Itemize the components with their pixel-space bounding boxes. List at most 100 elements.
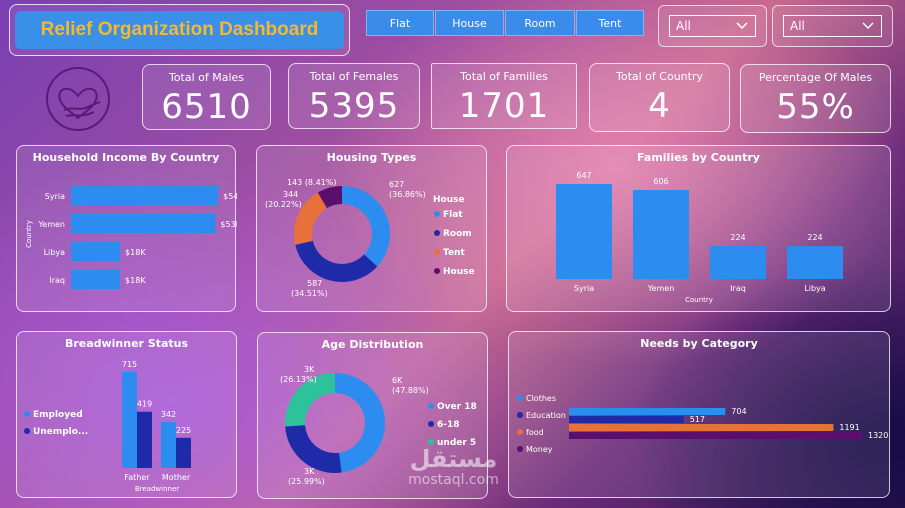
kpi-total-females: Total of Females 5395 bbox=[288, 63, 420, 129]
legend-label: Tent bbox=[443, 248, 465, 258]
legend-marker bbox=[428, 421, 434, 427]
legend-marker bbox=[434, 249, 440, 255]
tick-label: Mother bbox=[162, 473, 191, 482]
pie-slice bbox=[285, 425, 342, 473]
slicer-house-label: House bbox=[452, 16, 487, 30]
chart-title: Household Income By Country bbox=[32, 151, 220, 164]
tick-label: Iraq bbox=[730, 284, 746, 293]
axis-label: Country bbox=[25, 220, 33, 248]
data-label: $18K bbox=[125, 276, 146, 285]
legend-marker bbox=[434, 211, 440, 217]
axis-label: Country bbox=[685, 296, 713, 304]
dropdown-filter-1[interactable]: All bbox=[658, 5, 767, 47]
chevron-down-icon bbox=[862, 22, 874, 30]
bar bbox=[71, 214, 216, 233]
legend-label: Room bbox=[443, 229, 472, 239]
tick-label: Syria bbox=[45, 192, 65, 201]
kpi-value: 55% bbox=[776, 87, 855, 127]
data-label: 704 bbox=[731, 407, 746, 416]
data-label: 3K bbox=[304, 365, 315, 374]
slicer-room-label: Room bbox=[524, 16, 556, 30]
bar bbox=[122, 372, 137, 468]
data-label: (26.13%) bbox=[280, 375, 317, 384]
slicer-room[interactable]: Room bbox=[505, 10, 575, 36]
chart-title: Families by Country bbox=[637, 151, 760, 164]
panel-household-income: Household Income By Country Country Syria… bbox=[16, 145, 237, 312]
pie-slice bbox=[342, 186, 390, 267]
chart-title: Housing Types bbox=[326, 151, 417, 164]
legend-marker bbox=[428, 403, 434, 409]
data-label: 6K bbox=[392, 376, 403, 385]
kpi-total-males: Total of Males 6510 bbox=[142, 64, 271, 130]
tick-label: Yemen bbox=[647, 284, 675, 293]
bar bbox=[71, 270, 121, 289]
tick-label: Iraq bbox=[49, 276, 65, 285]
kpi-label: Percentage Of Males bbox=[758, 71, 873, 84]
legend-label: food bbox=[526, 428, 544, 437]
bar bbox=[71, 186, 219, 205]
data-label: 715 bbox=[122, 360, 137, 369]
housing-types-chart: 627(36.86%) 587(34.51%) 344(20.22%) 143 (8.… bbox=[265, 178, 475, 298]
kpi-percentage-males: Percentage Of Males 55% bbox=[740, 64, 891, 133]
slicer-tent[interactable]: Tent bbox=[576, 10, 644, 36]
age-distribution-chart: 6K(47.88%)3K(25.99%)3K(26.13%)Over 186-1… bbox=[280, 365, 477, 486]
legend-marker bbox=[517, 412, 523, 418]
slicer-house[interactable]: House bbox=[435, 10, 504, 36]
data-label: (47.88%) bbox=[392, 386, 429, 395]
legend-label: under 5 bbox=[437, 438, 476, 448]
chart-title: Needs by Category bbox=[640, 337, 758, 350]
kpi-value: 4 bbox=[648, 86, 671, 126]
chart-title: Age Distribution bbox=[321, 338, 424, 351]
bar bbox=[569, 416, 684, 423]
kpi-label: Total of Country bbox=[616, 70, 703, 83]
pie-slice bbox=[294, 192, 327, 245]
dropdown-value: All bbox=[790, 19, 805, 33]
tick-label: Libya bbox=[804, 284, 825, 293]
axis-label: Breadwinner bbox=[135, 485, 179, 493]
bar bbox=[569, 408, 726, 415]
slicer-flat[interactable]: Flat bbox=[366, 10, 434, 36]
dashboard-title: Relief Organization Dashboard bbox=[40, 19, 319, 40]
bar bbox=[569, 424, 834, 431]
tick-label: Libya bbox=[44, 248, 65, 257]
data-label: 3K bbox=[304, 467, 315, 476]
legend-label: Over 18 bbox=[437, 402, 477, 412]
data-label: 224 bbox=[807, 233, 822, 242]
legend-title: House bbox=[433, 195, 465, 205]
legend-label: House bbox=[443, 267, 475, 277]
families-by-country-chart: 647 Syria 606 Yemen 224 Iraq 224 Libya Country bbox=[556, 171, 843, 304]
slicer-tent-label: Tent bbox=[598, 16, 622, 30]
bar bbox=[137, 411, 152, 468]
legend-marker bbox=[428, 439, 434, 445]
data-label: 143 (8.41%) bbox=[287, 178, 336, 187]
panel-breadwinner: Breadwinner Status 715 419 Father 342 225 Mot… bbox=[16, 331, 237, 498]
data-label: 1320 bbox=[868, 431, 888, 440]
data-label: (25.99%) bbox=[288, 477, 325, 486]
kpi-label: Total of Males bbox=[168, 71, 245, 84]
legend-label: Money bbox=[526, 445, 553, 454]
watermark-arabic: مستقل bbox=[409, 445, 498, 473]
pie-slice bbox=[335, 373, 385, 473]
dropdown-value: All bbox=[676, 19, 691, 33]
legend-marker bbox=[517, 446, 523, 452]
kpi-total-families: Total of Families 1701 bbox=[431, 63, 577, 129]
dropdown-filter-2[interactable]: All bbox=[772, 5, 893, 47]
tick-label: Father bbox=[124, 473, 150, 482]
tick-label: Syria bbox=[574, 284, 594, 293]
heart-hands-icon bbox=[46, 67, 110, 131]
data-label: $54K bbox=[223, 192, 237, 201]
data-label: $53K bbox=[220, 220, 237, 229]
household-income-chart: Country Syria $54K Yemen $53K Libya $18K Iraq $1… bbox=[25, 186, 237, 289]
data-label: 587 bbox=[307, 279, 322, 288]
data-label: 342 bbox=[161, 410, 176, 419]
kpi-value: 1701 bbox=[458, 86, 550, 126]
data-label: $18K bbox=[125, 248, 146, 257]
kpi-value: 6510 bbox=[161, 87, 252, 127]
bar bbox=[569, 432, 862, 439]
data-label: 647 bbox=[576, 171, 591, 180]
data-label: 627 bbox=[389, 180, 404, 189]
watermark: مستقل mostaql.com bbox=[396, 446, 511, 488]
data-label: 606 bbox=[653, 177, 668, 186]
legend-marker bbox=[517, 395, 523, 401]
